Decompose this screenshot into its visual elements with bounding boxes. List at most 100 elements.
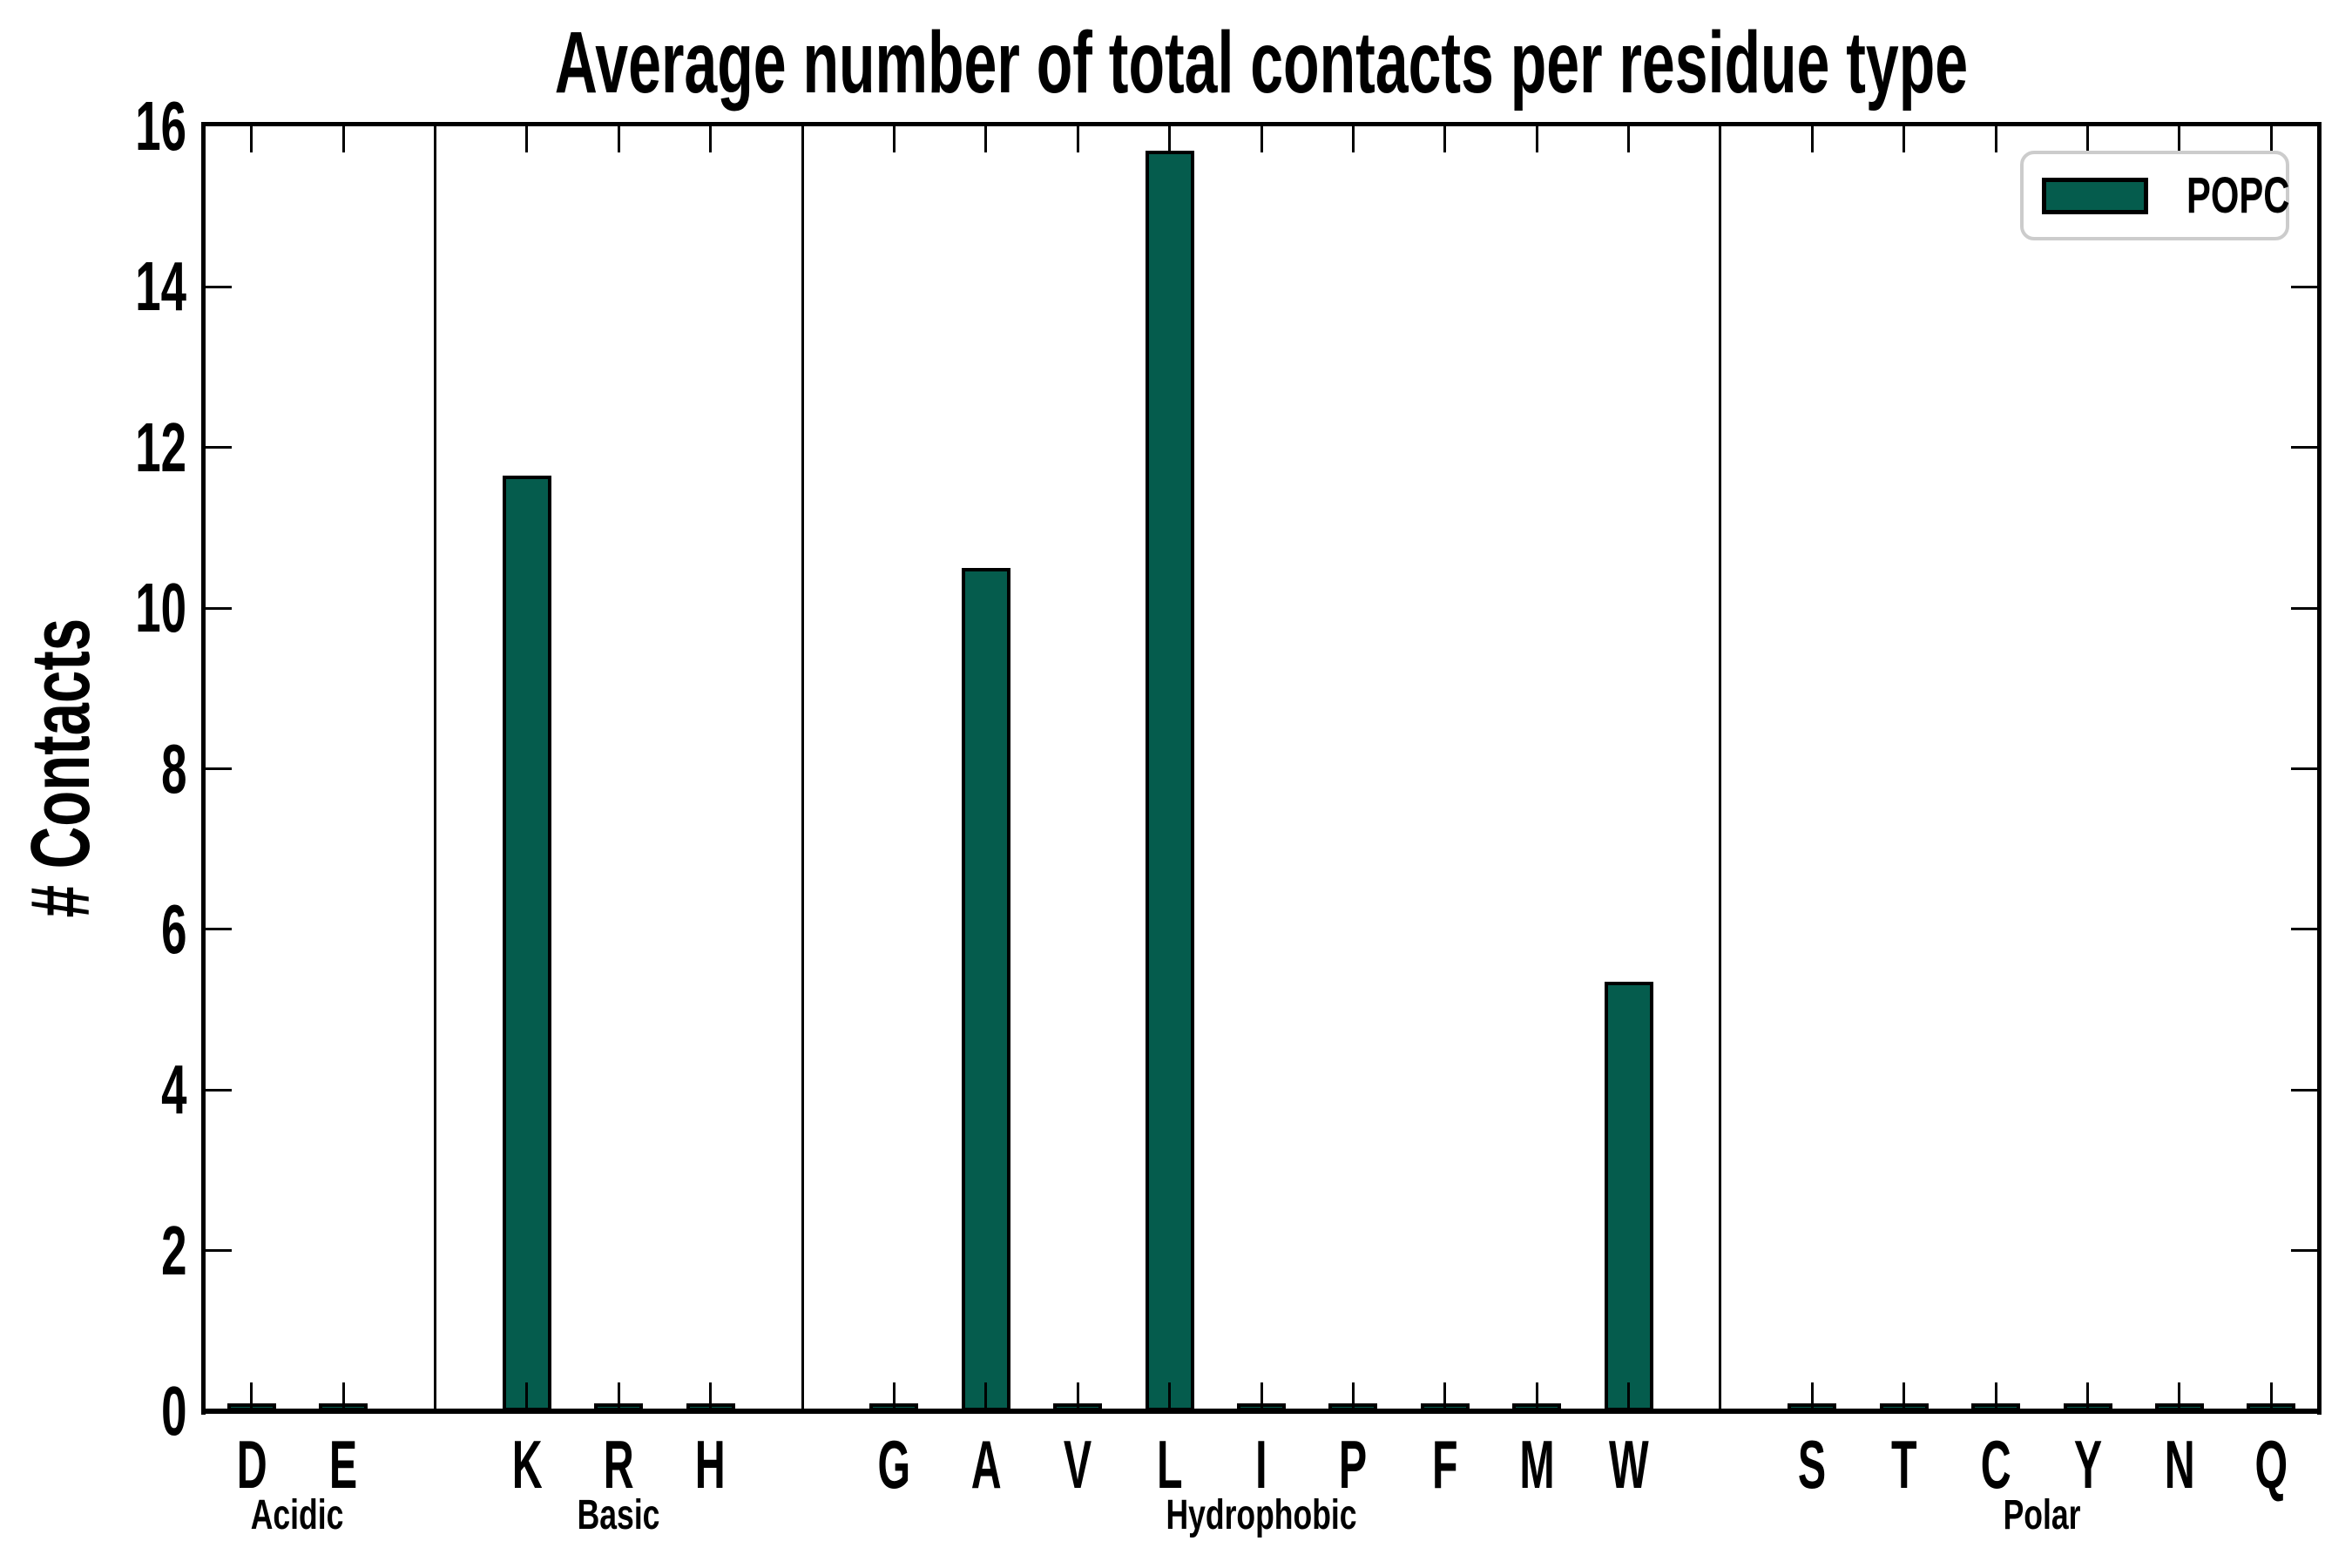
x-tick-label-Q: Q <box>2201 1430 2341 1498</box>
y-tick-left-10 <box>206 606 232 610</box>
x-tick-bottom-S <box>1810 1382 1814 1409</box>
x-tick-bottom-Q <box>2269 1382 2273 1409</box>
y-tick-label-text-8: 8 <box>160 729 186 808</box>
x-tick-label-H: H <box>641 1430 781 1498</box>
y-tick-label-text-0: 0 <box>160 1372 186 1450</box>
y-tick-label-text-2: 2 <box>160 1211 186 1289</box>
x-tick-bottom-D <box>250 1382 253 1409</box>
y-tick-left-6 <box>206 928 232 931</box>
bar-K <box>502 476 551 1411</box>
group-label-basic: Basic <box>427 1495 810 1537</box>
spine-top <box>201 122 2322 126</box>
x-tick-label-text-E: E <box>328 1426 358 1503</box>
y-tick-left-4 <box>206 1088 232 1092</box>
x-tick-top-F <box>1443 126 1447 152</box>
x-tick-label-F: F <box>1375 1430 1515 1498</box>
x-tick-bottom-N <box>2178 1382 2181 1409</box>
x-tick-bottom-G <box>892 1382 896 1409</box>
spine-right <box>2317 122 2322 1415</box>
x-tick-label-text-Q: Q <box>2254 1426 2288 1503</box>
x-tick-top-C <box>1994 126 1997 152</box>
y-tick-label-16: 16 <box>0 91 186 161</box>
x-tick-label-T: T <box>1835 1430 1974 1498</box>
x-tick-label-text-S: S <box>1798 1426 1827 1503</box>
x-tick-bottom-W <box>1627 1382 1631 1409</box>
x-tick-label-text-H: H <box>695 1426 727 1503</box>
y-tick-label-text-4: 4 <box>160 1051 186 1129</box>
x-tick-label-text-G: G <box>877 1426 911 1503</box>
y-tick-label-text-14: 14 <box>135 247 186 326</box>
legend-label: POPC <box>2186 166 2329 224</box>
x-tick-bottom-I <box>1260 1382 1263 1409</box>
chart-title: Average number of total contacts per res… <box>206 19 2317 106</box>
group-label-hydrophobic: Hydrophobic <box>1070 1495 1453 1537</box>
y-tick-label-text-6: 6 <box>160 889 186 968</box>
x-tick-label-N: N <box>2110 1430 2249 1498</box>
x-tick-label-P: P <box>1283 1430 1423 1498</box>
y-tick-label-text-16: 16 <box>135 87 186 165</box>
bar-W <box>1604 982 1653 1411</box>
x-tick-bottom-A <box>984 1382 988 1409</box>
y-tick-left-14 <box>206 285 232 288</box>
x-tick-top-A <box>984 126 988 152</box>
x-tick-bottom-L <box>1168 1382 1172 1409</box>
x-tick-label-W: W <box>1559 1430 1699 1498</box>
x-tick-label-G: G <box>824 1430 963 1498</box>
y-tick-right-4 <box>2291 1088 2317 1092</box>
x-tick-top-K <box>525 126 529 152</box>
x-tick-label-text-P: P <box>1339 1426 1368 1503</box>
y-tick-right-12 <box>2291 446 2317 449</box>
group-label-text-basic: Basic <box>577 1492 660 1538</box>
y-tick-right-8 <box>2291 767 2317 770</box>
y-tick-left-2 <box>206 1249 232 1253</box>
legend-label-text: POPC <box>2186 166 2290 224</box>
x-tick-top-I <box>1260 126 1263 152</box>
x-tick-bottom-H <box>709 1382 713 1409</box>
x-tick-top-R <box>617 126 620 152</box>
group-separator-1 <box>433 126 436 1409</box>
x-tick-label-text-R: R <box>603 1426 634 1503</box>
x-tick-label-text-L: L <box>1156 1426 1183 1503</box>
x-tick-top-W <box>1627 126 1631 152</box>
y-tick-label-text-10: 10 <box>135 569 186 647</box>
x-tick-label-L: L <box>1100 1430 1240 1498</box>
y-tick-label-0: 0 <box>0 1376 186 1446</box>
x-tick-label-text-W: W <box>1608 1426 1649 1503</box>
y-tick-right-14 <box>2291 285 2317 288</box>
y-tick-left-8 <box>206 767 232 770</box>
x-tick-top-Y <box>2086 126 2090 152</box>
x-tick-label-R: R <box>549 1430 688 1498</box>
x-tick-label-A: A <box>916 1430 1056 1498</box>
group-label-acidic: Acidic <box>105 1495 489 1537</box>
y-tick-label-10: 10 <box>0 573 186 643</box>
group-label-text-acidic: Acidic <box>251 1492 344 1538</box>
spine-left <box>201 122 206 1415</box>
x-tick-label-text-T: T <box>1890 1426 1917 1503</box>
x-tick-label-K: K <box>457 1430 597 1498</box>
x-tick-bottom-T <box>1903 1382 1906 1409</box>
x-tick-top-L <box>1168 126 1172 152</box>
x-tick-bottom-K <box>525 1382 529 1409</box>
x-tick-top-E <box>341 126 345 152</box>
y-tick-label-12: 12 <box>0 408 186 486</box>
y-tick-label-8: 8 <box>0 729 186 808</box>
y-tick-right-6 <box>2291 928 2317 931</box>
x-tick-bottom-F <box>1443 1382 1447 1409</box>
x-tick-label-E: E <box>274 1430 413 1498</box>
x-tick-label-text-M: M <box>1519 1426 1555 1503</box>
x-tick-bottom-M <box>1535 1382 1538 1409</box>
y-tick-right-10 <box>2291 606 2317 610</box>
x-tick-label-text-A: A <box>970 1426 1002 1503</box>
x-tick-bottom-C <box>1994 1382 1997 1409</box>
bar-L <box>1145 151 1194 1411</box>
y-tick-label-text-12: 12 <box>135 408 186 486</box>
chart-title-text: Average number of total contacts per res… <box>554 14 1969 112</box>
group-label-polar: Polar <box>1850 1495 2234 1537</box>
x-tick-label-text-F: F <box>1432 1426 1458 1503</box>
x-tick-bottom-R <box>617 1382 620 1409</box>
legend: POPC <box>2020 151 2289 240</box>
x-tick-label-text-C: C <box>1980 1426 2011 1503</box>
x-tick-bottom-E <box>341 1382 345 1409</box>
group-separator-2 <box>801 126 804 1409</box>
x-tick-label-V: V <box>1008 1430 1147 1498</box>
